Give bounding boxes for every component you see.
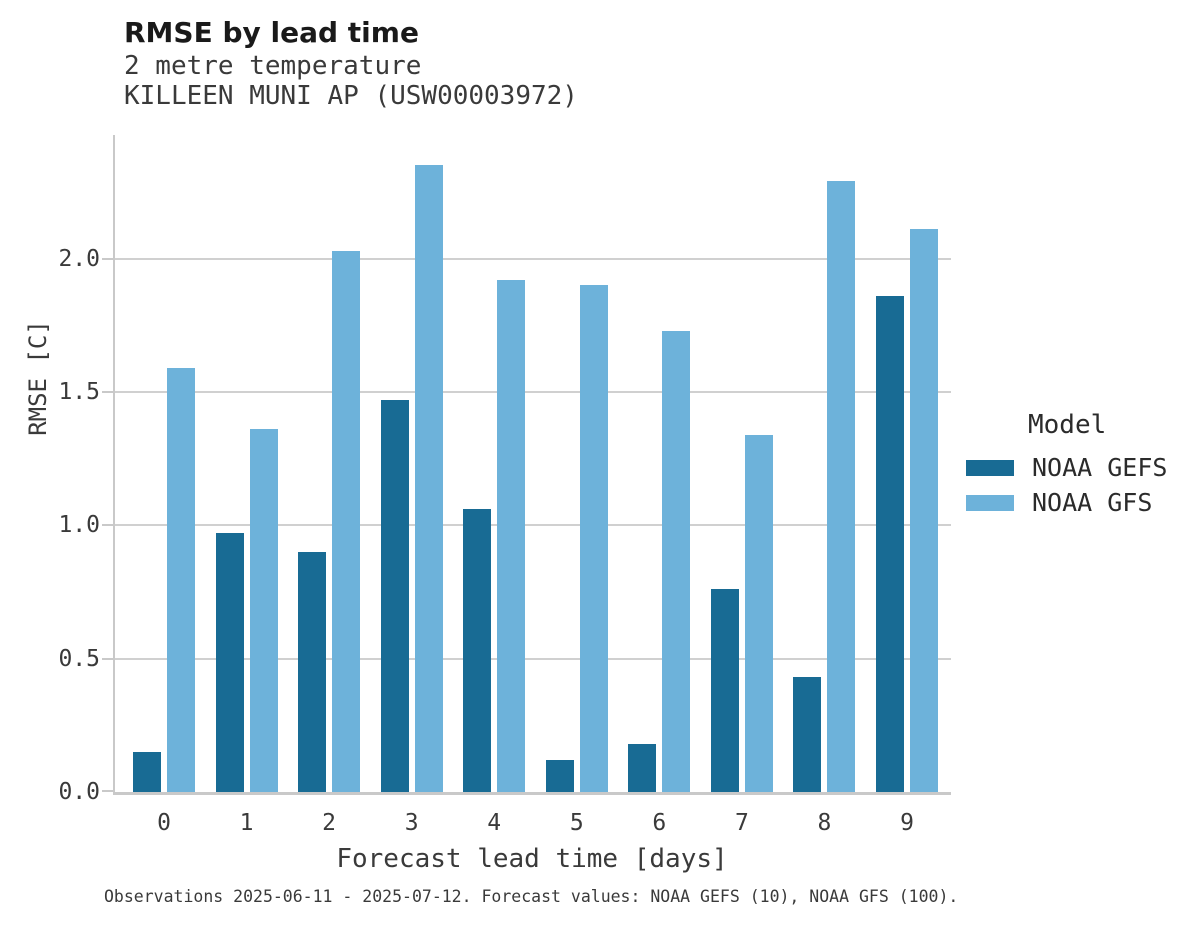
gridline-y-1.5 [115,390,951,393]
chart-subtitle-station: KILLEEN MUNI AP (USW00003972) [124,81,578,111]
bar-noaa-gfs-lead-7 [744,434,773,792]
y-tick-label: 0.0 [58,779,100,805]
bar-noaa-gefs-lead-5 [545,760,574,792]
bar-noaa-gefs-lead-8 [793,677,822,792]
bar-noaa-gfs-lead-9 [910,229,939,792]
chart-subtitle-variable: 2 metre temperature [124,51,422,81]
y-tick-label: 2.0 [58,245,100,272]
legend-entry-noaa-gefs: NOAA GEFS [966,450,1167,485]
bar-noaa-gefs-lead-9 [876,295,905,792]
y-tick-mark [102,657,113,660]
legend-entry-noaa-gfs: NOAA GFS [966,485,1167,520]
x-axis-label: Forecast lead time [days] [336,844,728,874]
bar-noaa-gfs-lead-5 [579,285,608,792]
y-tick-mark [102,790,113,792]
bar-noaa-gefs-lead-1 [215,533,244,792]
y-tick-label: 1.5 [58,378,100,405]
bar-noaa-gefs-lead-7 [710,589,739,792]
y-tick-mark [102,257,113,260]
bar-noaa-gfs-lead-4 [497,279,526,792]
legend-label-noaa-gfs: NOAA GFS [1032,488,1153,517]
legend-swatch-noaa-gefs-icon [966,459,1014,476]
legend-label-noaa-gefs: NOAA GEFS [1032,453,1168,482]
bar-noaa-gefs-lead-4 [463,509,492,792]
legend-title: Model [1028,410,1107,440]
bar-noaa-gfs-lead-8 [827,181,856,792]
bar-noaa-gfs-lead-0 [167,367,195,792]
x-tick-label: 4 [487,810,502,836]
caption: Observations 2025-06-11 - 2025-07-12. Fo… [104,887,959,906]
x-tick-label: 9 [900,810,914,836]
legend-swatch-noaa-gfs-icon [966,494,1014,511]
x-tick-label: 0 [157,810,171,836]
gridline-y-1.0 [115,524,951,527]
chart-title: RMSE by lead time [124,16,419,49]
plot-area: 0.0 0.5 1.0 1.5 2.0 0 1 2 3 4 5 6 7 8 9 [58,135,951,836]
x-tick-label: 7 [734,810,749,836]
bar-noaa-gfs-lead-1 [249,429,278,792]
x-tick-label: 3 [404,810,419,836]
y-tick-label: 1.0 [58,512,100,539]
x-tick-label: 1 [239,810,254,836]
legend: Model NOAA GEFS NOAA GFS [966,410,1167,520]
x-tick-label: 8 [817,810,832,836]
y-tick-mark [102,390,113,393]
x-tick-label: 5 [569,810,584,836]
bar-noaa-gefs-lead-6 [628,744,657,792]
bar-noaa-gfs-lead-6 [662,330,691,792]
bar-noaa-gfs-lead-3 [414,165,443,792]
y-tick-label: 0.5 [58,645,100,672]
y-tick-mark [102,524,113,527]
y-axis-label: RMSE [C] [24,320,52,436]
gridline-y-0.5 [115,657,951,660]
bar-noaa-gefs-lead-2 [298,551,327,792]
x-tick-label: 2 [322,810,337,836]
bar-noaa-gefs-lead-3 [380,399,409,792]
gridline-y-2.0 [115,257,951,260]
bar-noaa-gefs-lead-0 [133,752,161,792]
x-tick-label: 6 [652,810,667,836]
bar-noaa-gfs-lead-2 [332,250,361,792]
